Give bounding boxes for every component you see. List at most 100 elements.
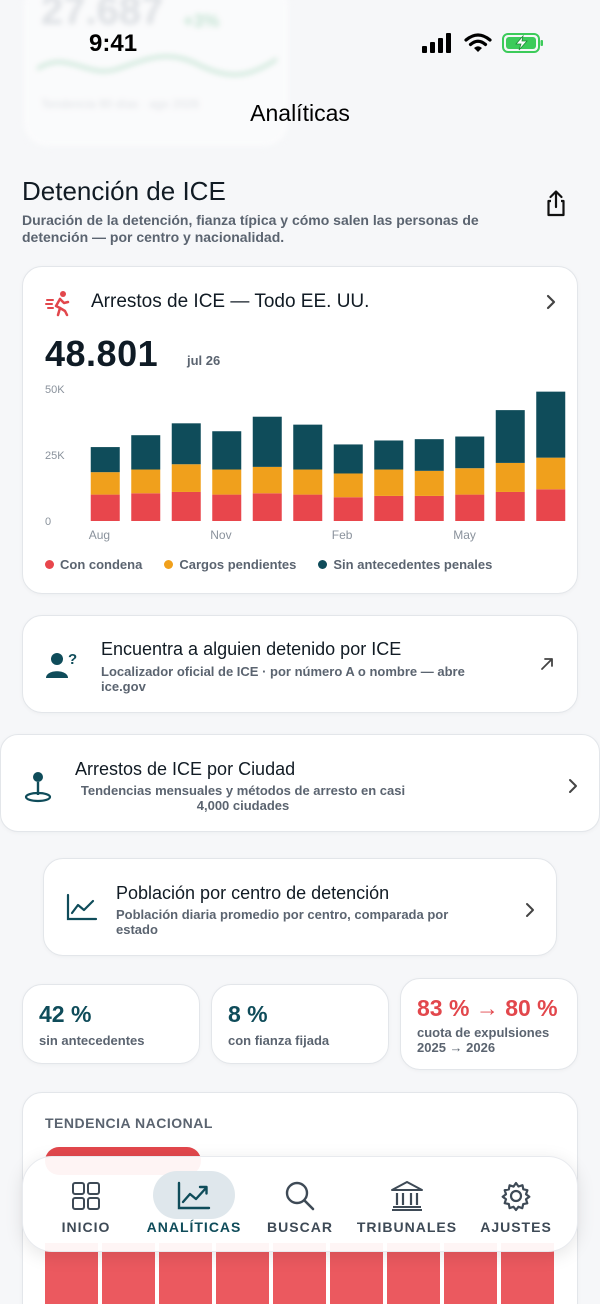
bar-segment-apr-1 — [414, 470, 444, 496]
tab-analiticas[interactable]: ANALÍTICAS — [139, 1157, 249, 1253]
bar-segment-feb-0 — [333, 497, 363, 521]
stat-value: 8 % — [228, 1001, 268, 1027]
legend-label: Cargos pendientes — [179, 557, 297, 572]
stat-card-bail-set[interactable]: 8 % con fianza fijada — [211, 984, 389, 1064]
chevron-right-icon — [567, 777, 579, 800]
stat-label: sin antecedentes — [39, 1033, 145, 1048]
bar-segment-jun-0 — [495, 491, 525, 521]
bar-segment-jan-0 — [293, 494, 323, 521]
bar-segment-sep-2 — [131, 435, 161, 470]
signal-icon — [422, 33, 451, 53]
trend-bar — [387, 1243, 440, 1304]
share-icon — [547, 190, 565, 217]
bar-segment-jul-2 — [536, 391, 566, 458]
trend-bar — [330, 1243, 383, 1304]
scrolled-summary-card: 27.687 +3% Tendencia 90 días · ago 2026 — [22, 0, 290, 148]
legend-label: Sin antecedentes penales — [333, 557, 493, 572]
share-button[interactable] — [540, 188, 572, 220]
search-icon — [284, 1179, 316, 1213]
person-question-icon: ? — [45, 650, 79, 685]
bar-segment-apr-0 — [414, 495, 444, 521]
running-person-icon — [45, 289, 73, 322]
bar-segment-aug-2 — [90, 447, 120, 473]
trend-bar — [45, 1243, 98, 1304]
wifi-icon — [464, 33, 492, 52]
trend-card-title: TENDENCIA NACIONAL — [45, 1115, 213, 1131]
bar-segment-mar-2 — [374, 440, 404, 470]
arrests-by-city-card[interactable]: Arrestos de ICE por Ciudad Tendencias me… — [0, 734, 600, 832]
legend-item-convicted: Con condena — [45, 557, 142, 572]
status-icons — [422, 32, 544, 54]
bar-segment-oct-0 — [171, 491, 201, 521]
legend-dot — [318, 560, 328, 569]
y-tick-label: 0 — [45, 516, 51, 528]
bar-segment-may-2 — [455, 436, 485, 469]
bar-segment-mar-1 — [374, 469, 404, 496]
gear-icon — [500, 1179, 532, 1213]
stat-card-no-record[interactable]: 42 % sin antecedentes — [22, 984, 200, 1064]
trend-bars — [45, 1243, 554, 1304]
y-tick-label: 50K — [45, 384, 65, 396]
bar-segment-jun-2 — [495, 410, 525, 463]
trend-bar — [444, 1243, 497, 1304]
bar-segment-jul-0 — [536, 489, 566, 521]
svg-text:?: ? — [68, 651, 77, 668]
bar-segment-sep-0 — [131, 493, 161, 521]
bar-segment-oct-2 — [171, 423, 201, 465]
trend-bar — [102, 1243, 155, 1304]
tab-label: TRIBUNALES — [356, 1219, 458, 1235]
legend-dot — [164, 560, 174, 569]
chart-line-icon — [177, 1179, 211, 1213]
city-card-title: Arrestos de ICE por Ciudad — [75, 759, 296, 779]
chevron-right-icon — [524, 901, 536, 924]
bar-segment-dec-0 — [252, 493, 282, 521]
stat-value: 42 % — [39, 1001, 92, 1027]
bar-segment-dec-1 — [252, 466, 282, 494]
chart-legend: Con condena Cargos pendientes Sin antece… — [45, 557, 492, 572]
bar-segment-nov-2 — [212, 431, 242, 470]
tab-tribunales[interactable]: TRIBUNALES — [355, 1157, 459, 1253]
population-by-center-card[interactable]: Población por centro de detención Poblac… — [43, 858, 557, 956]
summary-change: +3% — [183, 11, 220, 31]
bar-segment-aug-0 — [90, 494, 120, 521]
active-tab-indicator — [153, 1171, 235, 1219]
stat-label: con fianza fijada — [228, 1033, 330, 1048]
city-card-subtitle: Tendencias mensuales y métodos de arrest… — [80, 783, 406, 813]
trend-bar — [501, 1243, 554, 1304]
locator-title: Encuentra a alguien detenido por ICE — [101, 639, 402, 659]
bar-segment-oct-1 — [171, 464, 201, 492]
status-bar: 9:41 — [0, 0, 600, 88]
legend-item-no-record: Sin antecedentes penales — [318, 557, 492, 572]
section-description: Duración de la detención, fianza típica … — [22, 212, 479, 245]
chevron-right-icon — [545, 293, 557, 316]
arrests-card[interactable]: Arrestos de ICE — Todo EE. UU. 48.801 ju… — [22, 266, 578, 594]
bar-segment-jul-1 — [536, 457, 566, 490]
tab-ajustes[interactable]: AJUSTES — [471, 1157, 561, 1253]
bar-segment-jan-2 — [293, 424, 323, 470]
bar-segment-may-1 — [455, 468, 485, 495]
bar-segment-dec-2 — [252, 416, 282, 467]
legend-label: Con condena — [60, 557, 143, 572]
population-card-title: Población por centro de detención — [116, 883, 390, 903]
summary-value: 27.687 — [41, 0, 164, 33]
tab-label: BUSCAR — [267, 1219, 333, 1235]
bar-segment-may-0 — [455, 494, 485, 521]
bar-segment-sep-1 — [131, 469, 161, 494]
status-time: 9:41 — [89, 30, 138, 57]
tab-inicio[interactable]: INICIO — [41, 1157, 131, 1253]
stat-label: cuota de expulsiones 2025 → 2026 — [417, 1025, 550, 1055]
battery-charging-icon — [502, 33, 543, 53]
y-tick-label: 25K — [45, 450, 65, 462]
arrests-card-title: Arrestos de ICE — Todo EE. UU. — [91, 291, 370, 312]
population-card-subtitle: Población diaria promedio por centro, co… — [116, 907, 449, 937]
sparkline — [37, 54, 277, 77]
bar-segment-nov-1 — [212, 469, 242, 495]
stat-card-removal-share[interactable]: 83 % → 80 % cuota de expulsiones 2025 → … — [400, 978, 578, 1070]
bar-segment-feb-1 — [333, 473, 363, 498]
tab-buscar[interactable]: BUSCAR — [257, 1157, 343, 1253]
x-tick-label: May — [453, 528, 476, 542]
bar-segment-feb-2 — [333, 444, 363, 474]
detainee-locator-card[interactable]: ? Encuentra a alguien detenido por ICE L… — [22, 615, 578, 713]
bar-segment-mar-0 — [374, 495, 404, 521]
summary-footer: Tendencia 90 días · ago 2026 — [41, 97, 200, 111]
